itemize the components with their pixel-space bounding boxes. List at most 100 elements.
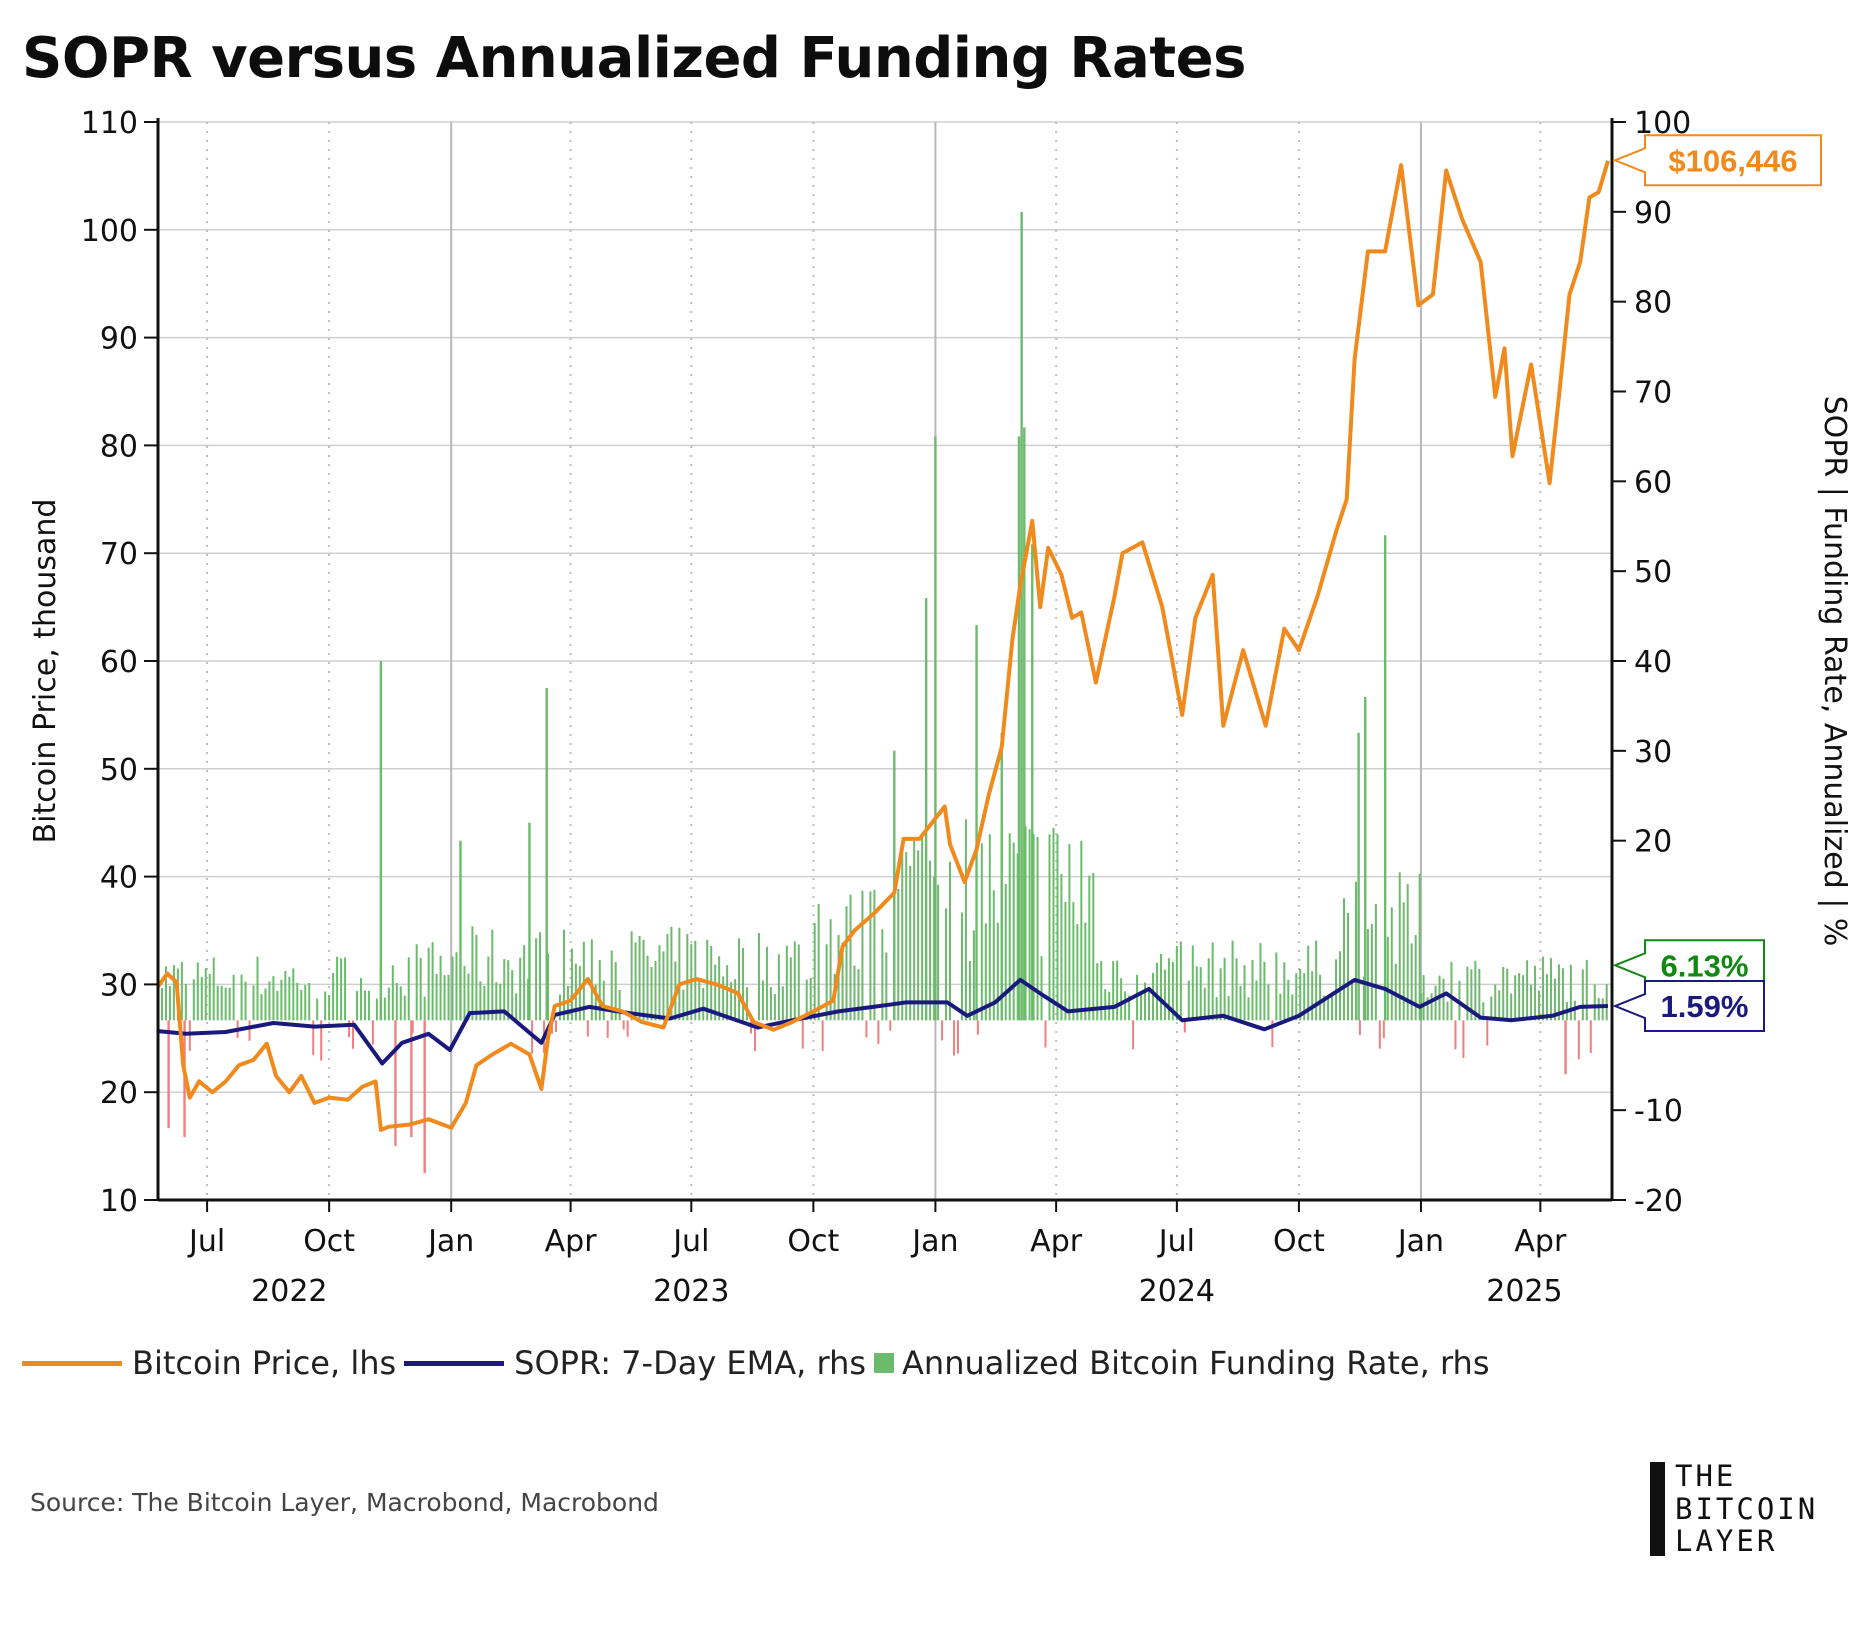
funding-bar: [662, 951, 665, 1021]
funding-bar: [431, 942, 434, 1021]
funding-bar: [1183, 1020, 1186, 1033]
funding-bar: [988, 834, 991, 1021]
funding-bar: [1442, 978, 1445, 1021]
legend-item-sopr: SOPR: 7-Day EMA, rhs: [404, 1344, 866, 1382]
y-axis-title-left: Bitcoin Price, thousand: [28, 499, 63, 844]
funding-bar: [945, 908, 948, 1021]
funding-bar: [1171, 961, 1174, 1021]
tick-label-month: Apr: [1030, 1224, 1083, 1259]
funding-bar: [976, 1020, 979, 1035]
funding-bar: [160, 988, 163, 1021]
funding-bar: [1243, 965, 1246, 1021]
funding-bar: [622, 1020, 625, 1030]
funding-bar: [1331, 992, 1334, 1021]
legend: Bitcoin Price, lhs SOPR: 7-Day EMA, rhs …: [22, 1338, 1497, 1388]
funding-bar: [960, 912, 963, 1021]
funding-bar: [578, 965, 581, 1021]
callout-label: 1.59%: [1661, 989, 1749, 1024]
funding-bar: [821, 1020, 824, 1052]
funding-bar: [1354, 881, 1357, 1021]
funding-bar: [1068, 844, 1071, 1021]
funding-bar: [841, 942, 844, 1021]
funding-bar: [594, 984, 597, 1021]
funding-bar: [348, 1020, 351, 1038]
funding-bar: [630, 931, 633, 1021]
tick-label-year: 2022: [251, 1274, 327, 1309]
bitcoin-price-line: [156, 160, 1610, 1132]
funding-bar: [1366, 928, 1369, 1021]
tick-label-left: 110: [81, 106, 138, 141]
logo-text: THE BITCOIN LAYER: [1675, 1462, 1818, 1556]
funding-bar: [1470, 969, 1473, 1021]
funding-bar-spike: [975, 625, 978, 1021]
funding-bar: [184, 983, 187, 1021]
funding-bar: [813, 923, 816, 1021]
funding-bar: [972, 930, 975, 1021]
logo-line-3: LAYER: [1675, 1524, 1778, 1558]
funding-bar: [1060, 873, 1063, 1021]
funding-bar: [1378, 1020, 1381, 1049]
funding-bars: [157, 211, 1608, 1174]
funding-bar: [1251, 960, 1254, 1021]
funding-bar: [192, 979, 195, 1021]
funding-bar: [1128, 995, 1131, 1021]
funding-bar: [447, 974, 450, 1021]
funding-bar: [626, 1020, 629, 1037]
funding-bar: [1092, 872, 1095, 1021]
funding-bar: [1374, 903, 1377, 1021]
funding-bar: [949, 861, 952, 1021]
callouts: $106,446 6.13% 1.59%: [1612, 134, 1822, 1033]
tick-label-month: Apr: [1514, 1224, 1567, 1259]
funding-bar: [562, 929, 565, 1021]
funding-bar: [1382, 1020, 1385, 1039]
funding-bar: [527, 978, 530, 1021]
funding-bar: [212, 957, 215, 1021]
funding-bar: [1454, 1020, 1457, 1050]
funding-bar: [1450, 961, 1453, 1021]
funding-bar: [264, 988, 267, 1021]
funding-bar: [1155, 962, 1158, 1021]
funding-bar: [240, 974, 243, 1021]
funding-bar: [471, 926, 474, 1021]
funding-bar: [702, 987, 705, 1021]
funding-bar: [1231, 940, 1234, 1021]
funding-bar-spike: [394, 1020, 397, 1147]
tick-label-month: Jan: [910, 1224, 958, 1259]
funding-bar: [785, 945, 788, 1021]
funding-bar: [395, 982, 398, 1021]
funding-bar: [570, 948, 573, 1021]
callout: 6.13%: [1612, 939, 1765, 992]
funding-bar: [1104, 989, 1107, 1021]
funding-bar: [889, 1020, 892, 1031]
funding-bar: [817, 904, 820, 1021]
funding-bar: [1327, 997, 1330, 1021]
funding-bar-spike: [1383, 535, 1387, 1021]
source-note: Source: The Bitcoin Layer, Macrobond, Ma…: [30, 1488, 659, 1517]
funding-bar: [1144, 982, 1147, 1021]
funding-bar: [1530, 984, 1533, 1021]
funding-bar: [1267, 984, 1270, 1021]
tick-label-month: Oct: [303, 1224, 355, 1259]
funding-bar: [654, 960, 657, 1021]
funding-bar: [419, 957, 422, 1021]
callout-label: $106,446: [1668, 143, 1797, 178]
funding-bar: [1398, 872, 1401, 1021]
funding-bar: [451, 956, 454, 1021]
funding-bar: [1486, 1020, 1489, 1046]
funding-bar: [1370, 923, 1373, 1021]
tick-label-right: 90: [1634, 196, 1672, 231]
funding-bar: [1358, 1020, 1361, 1036]
funding-bar: [917, 850, 920, 1021]
funding-bar: [734, 979, 737, 1021]
funding-bar: [869, 891, 872, 1021]
funding-bar: [1048, 834, 1051, 1021]
funding-bar: [614, 961, 617, 1021]
funding-bar: [1235, 958, 1238, 1021]
funding-bar: [463, 965, 466, 1021]
funding-bar: [1191, 945, 1194, 1021]
funding-bar: [773, 994, 776, 1021]
funding-bar: [308, 983, 311, 1021]
funding-bar: [885, 952, 888, 1021]
funding-bar: [1199, 967, 1202, 1021]
funding-bar: [1585, 959, 1588, 1021]
